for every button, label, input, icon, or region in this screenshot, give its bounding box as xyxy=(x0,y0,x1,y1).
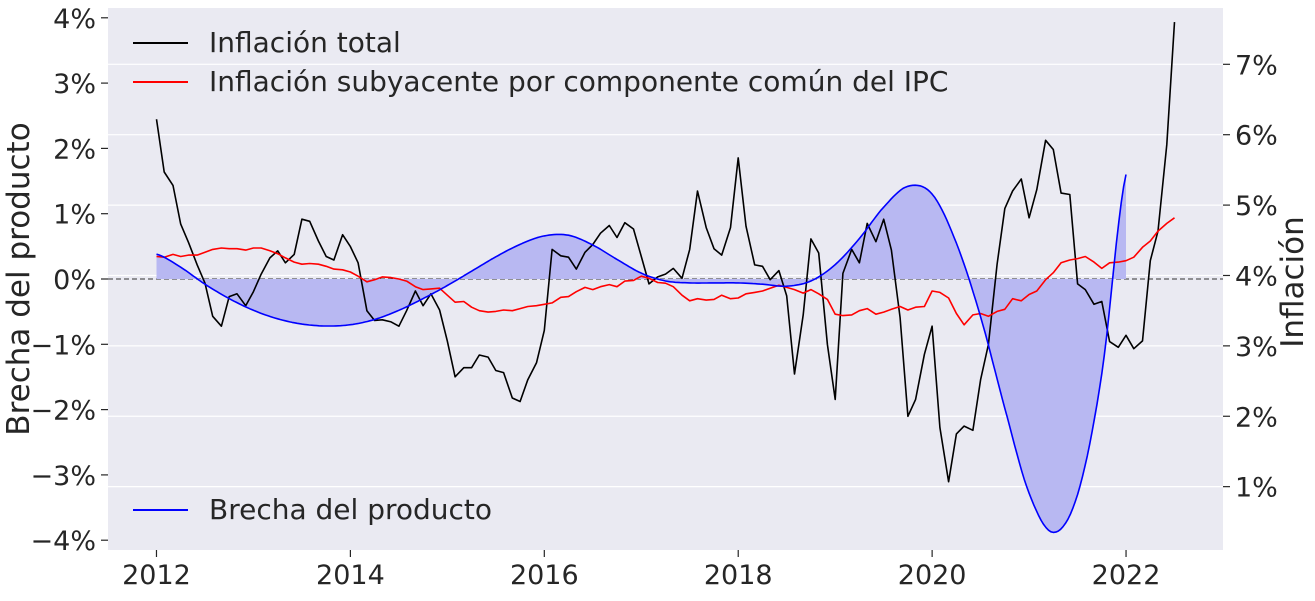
series-line-1 xyxy=(156,217,1175,326)
y-axis-label-right: Inflación xyxy=(1275,216,1311,348)
legend-top: Inflación total Inflación subyacente por… xyxy=(133,26,948,98)
y-axis-label-left: Brecha del producto xyxy=(1,122,37,435)
x-tick-label: 2018 xyxy=(704,560,773,591)
legend-bottom: Brecha del producto xyxy=(133,493,492,526)
right-tick-label: 4% xyxy=(1235,261,1278,292)
right-tick-label: 1% xyxy=(1235,473,1278,504)
left-tick-label: −2% xyxy=(31,396,96,427)
right-tick-label: 6% xyxy=(1235,121,1278,152)
left-tick-label: −4% xyxy=(31,526,96,557)
right-tick-label: 3% xyxy=(1235,332,1278,363)
grid-lines xyxy=(108,63,1223,488)
right-tick-label: 5% xyxy=(1235,191,1278,222)
left-tick-label: 4% xyxy=(53,4,96,35)
axis-ticks: −4% −3% −2% −1% 0% 1% 2% 3% 4% 1% 2% 3% 4% 5% 6% 7% 2012… xyxy=(31,4,1278,591)
series-lines xyxy=(155,22,1176,534)
legend-label-inflacion-total: Inflación total xyxy=(209,26,401,59)
left-tick-label: 1% xyxy=(53,200,96,231)
series-line-0 xyxy=(155,22,1176,483)
right-tick-label: 2% xyxy=(1235,402,1278,433)
x-tick-label: 2022 xyxy=(1092,560,1161,591)
left-tick-label: −1% xyxy=(31,330,96,361)
x-tick-label: 2020 xyxy=(898,560,967,591)
x-tick-label: 2014 xyxy=(316,560,385,591)
output-gap-fill-area xyxy=(156,174,1126,533)
left-tick-label: 2% xyxy=(53,134,96,165)
right-tick-label: 7% xyxy=(1235,50,1278,81)
legend-label-brecha-del-producto: Brecha del producto xyxy=(209,493,492,526)
left-tick-label: 0% xyxy=(53,265,96,296)
left-tick-label: 3% xyxy=(53,69,96,100)
x-tick-label: 2012 xyxy=(122,560,191,591)
legend-label-inflacion-subyacente: Inflación subyacente por componente comú… xyxy=(209,65,948,98)
series-line-2 xyxy=(156,174,1127,534)
left-tick-label: −3% xyxy=(31,461,96,492)
x-tick-label: 2016 xyxy=(510,560,579,591)
